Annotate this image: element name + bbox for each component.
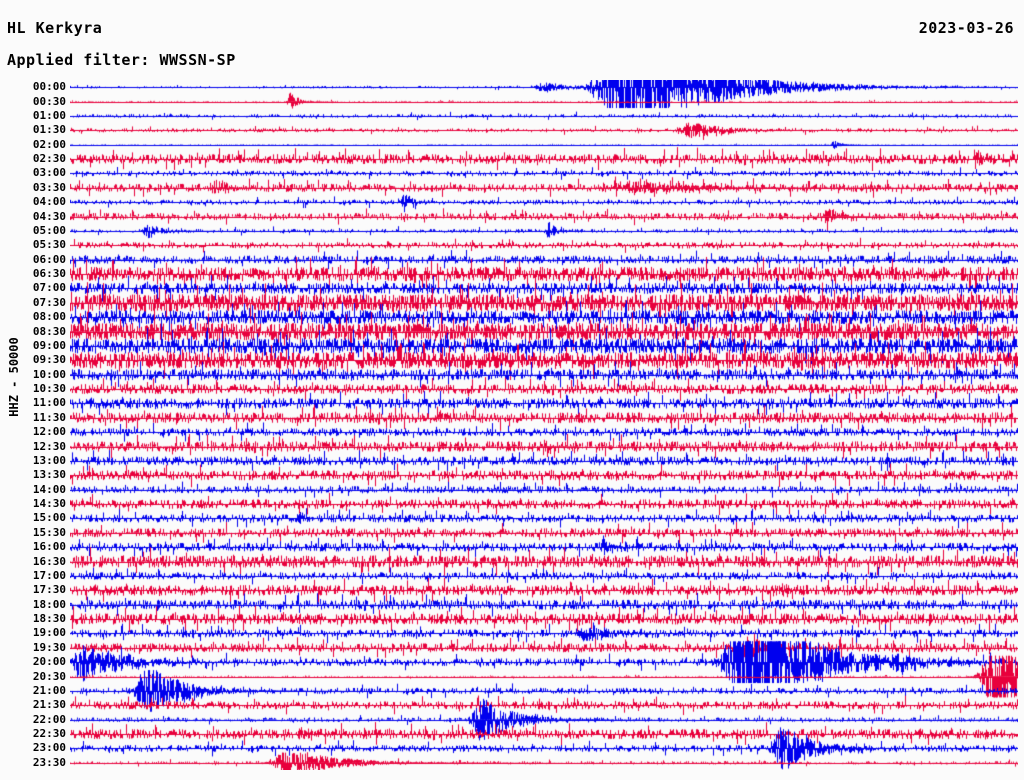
time-tick-label: 17:00 [32,568,66,582]
time-tick-label: 01:30 [32,123,66,137]
time-tick-label: 20:30 [32,669,66,683]
applied-filter-label: Applied filter: WWSSN-SP [7,51,236,69]
time-tick-label: 21:00 [32,683,66,697]
time-tick-label: 16:30 [32,554,66,568]
time-tick-label: 02:00 [32,137,66,151]
time-tick-label: 06:30 [32,267,66,281]
time-tick-label: 09:30 [32,353,66,367]
time-tick-label: 17:30 [32,583,66,597]
time-tick-label: 22:30 [32,727,66,741]
time-axis: 00:00 00:30 01:00 01:30 02:00 02:30 03:00 03:30… [0,80,70,770]
time-tick-label: 11:00 [32,396,66,410]
time-tick-label: 05:00 [32,223,66,237]
time-tick-label: 10:30 [32,382,66,396]
time-tick-label: 06:00 [32,252,66,266]
time-tick-label: 07:30 [32,295,66,309]
time-tick-label: 04:30 [32,209,66,223]
time-tick-label: 22:00 [32,712,66,726]
time-tick-label: 23:00 [32,741,66,755]
time-tick-label: 09:00 [32,338,66,352]
time-tick-label: 04:00 [32,195,66,209]
time-tick-label: 21:30 [32,698,66,712]
time-tick-label: 15:30 [32,525,66,539]
seismogram-traces [70,80,1018,770]
time-tick-label: 00:00 [32,80,66,94]
time-tick-label: 13:30 [32,468,66,482]
time-tick-label: 12:30 [32,439,66,453]
time-tick-label: 03:00 [32,166,66,180]
time-tick-label: 18:00 [32,597,66,611]
time-tick-label: 07:00 [32,281,66,295]
time-tick-label: 19:00 [32,626,66,640]
time-tick-label: 08:00 [32,310,66,324]
date-label: 2023-03-26 [918,19,1014,37]
time-tick-label: 13:00 [32,453,66,467]
time-tick-label: 15:00 [32,511,66,525]
time-tick-label: 14:30 [32,497,66,511]
time-tick-label: 00:30 [32,94,66,108]
time-tick-label: 05:30 [32,238,66,252]
time-tick-label: 11:30 [32,410,66,424]
time-tick-label: 20:00 [32,655,66,669]
time-tick-label: 10:00 [32,367,66,381]
time-tick-label: 18:30 [32,612,66,626]
time-tick-label: 19:30 [32,640,66,654]
time-tick-label: 08:30 [32,324,66,338]
time-tick-label: 02:30 [32,152,66,166]
time-tick-label: 23:30 [32,755,66,769]
time-tick-label: 16:00 [32,540,66,554]
time-tick-label: 03:30 [32,180,66,194]
page-title: HL Kerkyra [7,19,103,37]
time-tick-label: 01:00 [32,108,66,122]
seismogram-plot [70,80,1018,770]
time-tick-label: 14:00 [32,482,66,496]
time-tick-label: 12:00 [32,425,66,439]
